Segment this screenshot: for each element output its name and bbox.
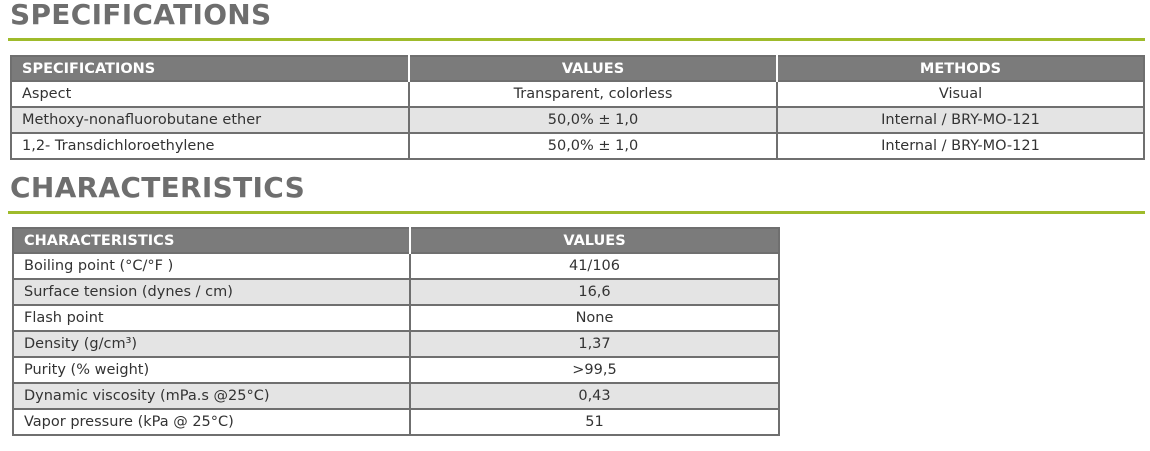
header-cell: CHARACTERISTICS [13,228,410,253]
header-cell: METHODS [776,56,1144,81]
table-cell: 50,0% ± 1,0 [408,106,778,134]
table-cell: 16,6 [409,278,780,306]
data-table: SPECIFICATIONS VALUES METHODS Aspect Transpa… [10,55,1145,160]
table-cell: Transparent, colorless [408,80,778,108]
section-rule [8,211,1145,214]
table-row: Aspect Transparent, colorless Visual [10,80,1145,108]
header-cell: VALUES [408,56,777,81]
table-cell: Boiling point (°C/°F ) [12,252,411,280]
table-cell: Methoxy-nonafluorobutane ether [10,106,410,134]
table-row: Surface tension (dynes / cm) 16,6 [12,278,780,306]
table-cell: 51 [409,408,780,436]
table-cell: Internal / BRY-MO-121 [776,106,1145,134]
table-row: Dynamic viscosity (mPa.s @25°C) 0,43 [12,382,780,410]
section-title: SPECIFICATIONS [10,0,272,31]
table-row: Boiling point (°C/°F ) 41/106 [12,252,780,280]
table-row: 1,2- Transdichloroethylene 50,0% ± 1,0 Int… [10,132,1145,160]
table-cell: Flash point [12,304,411,332]
table-row: Density (g/cm³) 1,37 [12,330,780,358]
table-cell: Aspect [10,80,410,108]
table-cell: Internal / BRY-MO-121 [776,132,1145,160]
section-title: CHARACTERISTICS [10,171,306,204]
table-cell: Visual [776,80,1145,108]
table-row: Methoxy-nonafluorobutane ether 50,0% ± 1,… [10,106,1145,134]
table-cell: Dynamic viscosity (mPa.s @25°C) [12,382,411,410]
header-row: CHARACTERISTICS VALUES [13,228,779,253]
table-cell: Purity (% weight) [12,356,411,384]
data-table: CHARACTERISTICS VALUES Boiling point (°C/°… [12,227,780,436]
table-cell: 1,37 [409,330,780,358]
table-row: Purity (% weight) >99,5 [12,356,780,384]
table-cell: 41/106 [409,252,780,280]
table-cell: 1,2- Transdichloroethylene [10,132,410,160]
table-cell: Vapor pressure (kPa @ 25°C) [12,408,411,436]
table-cell: None [409,304,780,332]
header-cell: VALUES [409,228,779,253]
table-cell: 50,0% ± 1,0 [408,132,778,160]
table-row: Vapor pressure (kPa @ 25°C) 51 [12,408,780,436]
section-rule [8,38,1145,41]
table-cell: 0,43 [409,382,780,410]
table-row: Flash point None [12,304,780,332]
table-cell: >99,5 [409,356,780,384]
header-cell: SPECIFICATIONS [11,56,409,81]
table-cell: Density (g/cm³) [12,330,411,358]
table-cell: Surface tension (dynes / cm) [12,278,411,306]
header-row: SPECIFICATIONS VALUES METHODS [11,56,1144,81]
